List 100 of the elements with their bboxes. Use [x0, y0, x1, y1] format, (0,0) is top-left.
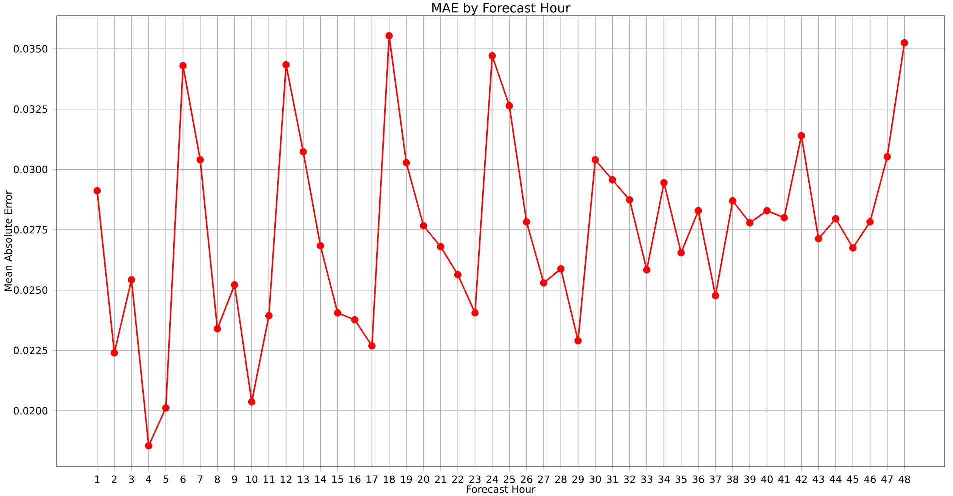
point — [420, 222, 428, 230]
x-tick-label: 40 — [761, 476, 773, 484]
point — [900, 39, 908, 47]
y-tick-label: 0.0300 — [14, 166, 48, 174]
x-tick-label: 36 — [692, 476, 704, 484]
y-tick-label: 0.0325 — [14, 106, 48, 114]
x-tick-label: 9 — [232, 476, 238, 484]
x-tick-label: 4 — [146, 476, 152, 483]
point — [94, 187, 102, 195]
x-tick-label: 38 — [727, 476, 739, 484]
point — [334, 309, 342, 317]
x-tick-label: 47 — [882, 476, 893, 483]
x-tick-label: 24 — [486, 476, 498, 484]
y-tick-label: 0.0200 — [14, 407, 48, 415]
x-tick-label: 45 — [847, 476, 859, 484]
point — [386, 32, 394, 40]
x-tick-label: 39 — [744, 476, 756, 484]
point — [866, 218, 874, 226]
point — [643, 266, 651, 274]
point — [488, 52, 496, 60]
x-tick-label: 7 — [198, 476, 203, 483]
point — [248, 398, 256, 406]
x-tick-label: 14 — [315, 476, 326, 483]
point — [798, 132, 806, 140]
point — [128, 276, 136, 284]
x-tick-label: 43 — [812, 476, 824, 484]
point — [884, 153, 892, 161]
point — [145, 442, 153, 450]
x-tick-label: 30 — [590, 476, 602, 484]
point — [780, 214, 788, 222]
x-tick-label: 23 — [470, 476, 481, 484]
x-tick-label: 17 — [366, 476, 378, 483]
point — [729, 197, 737, 205]
y-tick-label: 0.0350 — [14, 45, 48, 53]
point — [712, 292, 720, 300]
x-tick-label: 1 — [95, 476, 100, 483]
x-tick-label: 12 — [281, 476, 292, 484]
point — [764, 207, 771, 215]
x-tick-label: 46 — [864, 476, 876, 484]
point — [626, 196, 634, 204]
x-tick-label: 21 — [435, 476, 446, 484]
point — [368, 342, 376, 350]
x-tick-label: 6 — [180, 476, 186, 484]
point — [162, 404, 170, 412]
point — [506, 102, 514, 110]
point — [196, 156, 204, 164]
point — [849, 244, 857, 252]
x-tick-label: 8 — [215, 476, 220, 484]
point — [746, 219, 754, 227]
point — [592, 156, 600, 164]
x-tick-label: 29 — [572, 476, 584, 484]
x-tick-label: 2 — [112, 476, 117, 484]
x-tick-label: 32 — [624, 476, 636, 484]
x-tick-label: 48 — [898, 476, 910, 484]
y-tick-label: 0.0275 — [14, 226, 48, 234]
x-tick-label: 5 — [164, 476, 168, 484]
y-tick-label: 0.0250 — [14, 286, 48, 294]
point — [265, 312, 273, 320]
x-tick-label: 11 — [264, 476, 275, 483]
x-tick-label: 44 — [830, 476, 842, 483]
x-tick-label: 42 — [796, 476, 807, 484]
point — [180, 62, 187, 70]
x-tick-label: 15 — [332, 476, 344, 484]
point — [300, 148, 308, 156]
chart-title: MAE by Forecast Hour — [432, 3, 571, 16]
point — [316, 242, 324, 250]
point — [402, 159, 410, 167]
x-tick-label: 31 — [607, 476, 618, 484]
point — [214, 325, 222, 333]
x-tick-label: 3 — [129, 476, 134, 484]
x-tick-label: 26 — [521, 476, 532, 484]
point — [231, 281, 238, 289]
x-tick-label: 18 — [384, 476, 396, 484]
x-axis-title: Forecast Hour — [467, 486, 536, 494]
point — [437, 243, 445, 251]
point — [608, 176, 616, 184]
point — [678, 249, 686, 257]
x-tick-label: 41 — [778, 476, 790, 483]
x-tick-label: 27 — [538, 476, 550, 484]
x-tick-label: 13 — [298, 476, 310, 484]
x-tick-label: 10 — [246, 476, 258, 484]
point — [815, 235, 822, 243]
y-tick-label: 0.0225 — [14, 346, 48, 354]
x-tick-label: 20 — [418, 476, 430, 484]
point — [110, 349, 118, 357]
point — [540, 279, 548, 287]
y-axis-title: Mean Absolute Error — [4, 190, 12, 292]
point — [472, 309, 479, 317]
x-tick-label: 16 — [350, 476, 361, 484]
point — [351, 316, 359, 324]
point — [282, 61, 290, 69]
x-tick-label: 34 — [658, 476, 670, 484]
x-tick-label: 25 — [504, 476, 516, 484]
x-tick-label: 33 — [641, 476, 653, 484]
x-tick-label: 19 — [401, 476, 412, 484]
point — [574, 337, 582, 345]
point — [694, 207, 702, 215]
point — [660, 179, 668, 187]
point — [454, 271, 462, 279]
x-tick-label: 28 — [555, 476, 567, 484]
